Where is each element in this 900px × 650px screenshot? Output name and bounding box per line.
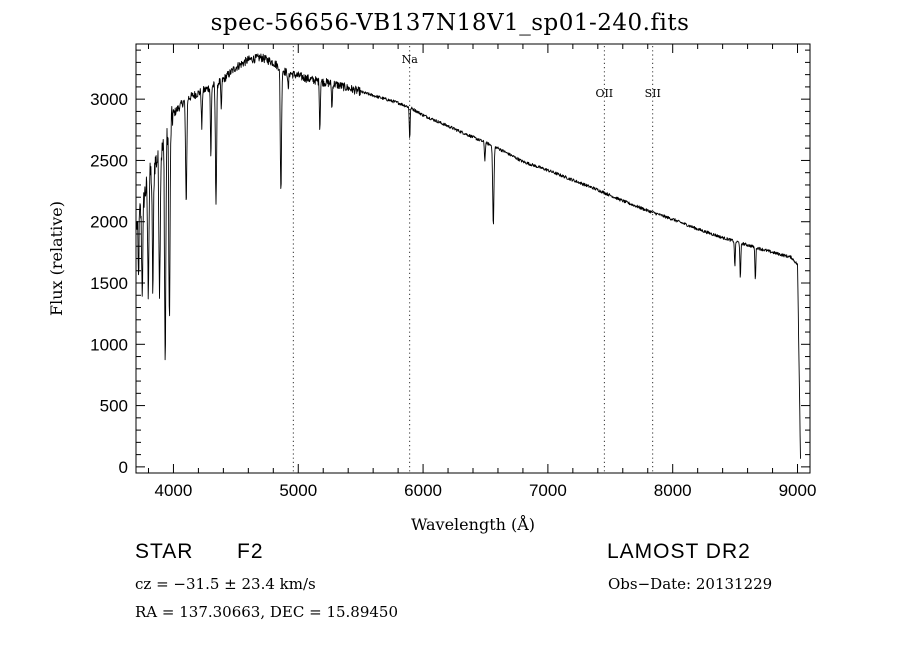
- object-subclass: F2: [237, 540, 264, 563]
- plot-frame: [135, 43, 811, 474]
- redshift-cz: cz = −31.5 ± 23.4 km/s: [135, 575, 316, 593]
- y-tick-label: 0: [119, 458, 128, 477]
- spectrum-layer: [136, 53, 801, 459]
- x-tick-label: 5000: [279, 481, 317, 500]
- object-class: STAR: [135, 540, 194, 563]
- y-tick-label: 1500: [90, 274, 128, 293]
- y-tick-label: 500: [100, 397, 128, 416]
- x-tick-label: 4000: [155, 481, 193, 500]
- axes-layer: 4000 5000 6000 7000 8000 9000 0 500 1000 1500 2000…: [47, 43, 817, 534]
- ra-dec-coords: RA = 137.30663, DEC = 15.89450: [135, 603, 399, 621]
- line-markers-layer: Na OII SII: [292, 46, 661, 473]
- y-tick-label: 1000: [90, 335, 128, 354]
- x-tick-label: 7000: [529, 481, 567, 500]
- y-tick-label: 2500: [90, 151, 128, 170]
- obs-date: Obs−Date: 20131229: [608, 575, 773, 593]
- x-axis-label: Wavelength (Å): [411, 514, 535, 534]
- survey-name: LAMOST DR2: [607, 540, 751, 563]
- spectrum-line: [136, 53, 801, 459]
- y-axis-label: Flux (relative): [47, 201, 66, 316]
- x-tick-label: 6000: [404, 481, 442, 500]
- line-marker-label: Na: [402, 53, 419, 66]
- chart-title: spec-56656-VB137N18V1_sp01-240.fits: [210, 10, 690, 36]
- y-tick-label: 2000: [90, 213, 128, 232]
- x-tick-label: 9000: [779, 481, 817, 500]
- y-tick-label: 3000: [90, 90, 128, 109]
- line-marker-label: SII: [645, 87, 661, 100]
- x-tick-label: 8000: [654, 481, 692, 500]
- line-marker-label: OII: [595, 87, 613, 100]
